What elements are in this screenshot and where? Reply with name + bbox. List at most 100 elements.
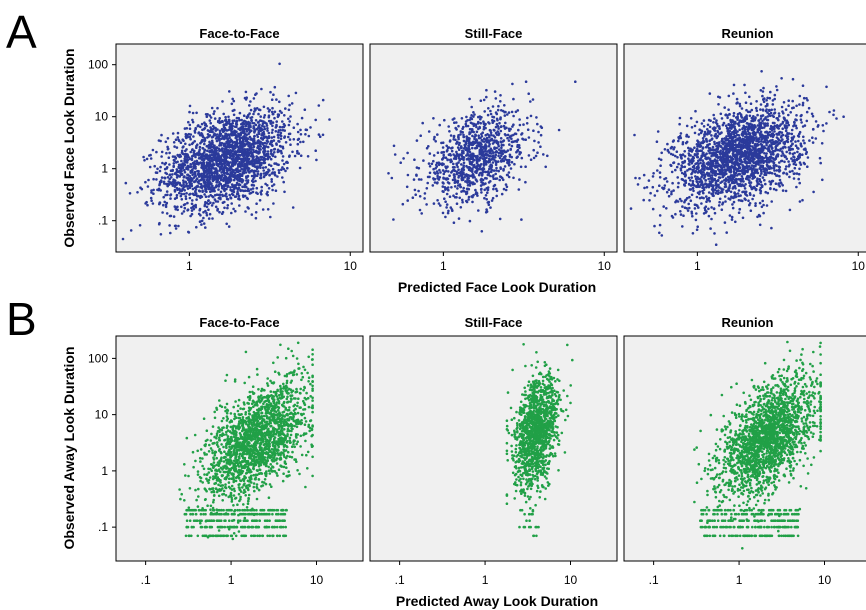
data-point xyxy=(160,133,163,137)
data-point xyxy=(252,169,256,173)
data-point xyxy=(197,131,201,134)
data-point xyxy=(629,207,633,210)
data-point xyxy=(254,142,257,145)
data-point xyxy=(259,148,262,151)
data-point xyxy=(255,133,259,137)
data-point xyxy=(728,170,731,173)
data-point xyxy=(425,203,428,206)
data-point xyxy=(522,123,525,126)
data-point xyxy=(245,96,248,99)
data-point xyxy=(257,152,260,155)
data-point xyxy=(224,142,227,146)
data-point xyxy=(255,174,259,177)
data-point xyxy=(204,113,208,116)
data-point xyxy=(488,139,491,143)
data-point xyxy=(268,142,272,146)
data-point xyxy=(163,200,166,204)
x-tick-label: 1 xyxy=(440,259,447,273)
data-point xyxy=(254,211,258,214)
data-point xyxy=(486,201,490,204)
data-point xyxy=(432,154,436,157)
data-point xyxy=(471,128,474,131)
data-point xyxy=(461,198,464,202)
data-point xyxy=(697,164,700,168)
data-point xyxy=(436,151,440,154)
data-point xyxy=(496,130,500,133)
data-point xyxy=(235,123,239,126)
data-point xyxy=(302,140,305,144)
data-point xyxy=(228,151,232,155)
data-point xyxy=(263,157,266,160)
data-point xyxy=(207,202,210,206)
data-point xyxy=(442,177,445,180)
data-point xyxy=(168,173,172,176)
data-point xyxy=(189,214,192,218)
data-point xyxy=(143,159,146,162)
data-point xyxy=(203,138,206,142)
data-point xyxy=(219,182,223,186)
data-point xyxy=(455,196,458,199)
data-point xyxy=(693,146,696,149)
data-point xyxy=(213,198,217,201)
data-point xyxy=(265,152,269,156)
data-point xyxy=(466,139,470,142)
data-point xyxy=(197,179,201,182)
data-point xyxy=(226,184,230,188)
data-point xyxy=(803,141,806,145)
data-point xyxy=(452,221,456,224)
data-point xyxy=(205,178,209,182)
data-point xyxy=(495,146,499,150)
data-point xyxy=(270,153,274,156)
data-point xyxy=(497,154,500,158)
data-point xyxy=(165,212,169,215)
data-point xyxy=(516,155,519,158)
data-point xyxy=(156,167,159,171)
data-point xyxy=(688,167,691,171)
data-point xyxy=(175,169,179,172)
data-point xyxy=(258,119,262,122)
data-point xyxy=(832,113,835,117)
data-point xyxy=(766,191,770,195)
data-point xyxy=(724,142,728,145)
data-point xyxy=(199,161,202,164)
data-point xyxy=(393,153,397,156)
data-point xyxy=(714,132,718,136)
data-point xyxy=(270,178,274,181)
data-point xyxy=(218,169,221,172)
data-point xyxy=(802,139,805,142)
data-point xyxy=(169,194,172,197)
data-point xyxy=(462,171,465,174)
data-point xyxy=(191,161,195,165)
data-point xyxy=(435,163,438,167)
data-point xyxy=(234,175,238,179)
data-point xyxy=(752,115,755,118)
data-point xyxy=(669,163,672,167)
facet-title: Reunion xyxy=(722,26,774,41)
data-point xyxy=(479,117,482,121)
data-point xyxy=(474,178,478,181)
data-point xyxy=(497,160,500,163)
data-point xyxy=(261,146,265,150)
data-point xyxy=(713,148,717,152)
data-point xyxy=(437,163,441,167)
data-point xyxy=(190,184,194,187)
data-point xyxy=(460,178,464,182)
data-point xyxy=(165,172,169,176)
data-point xyxy=(444,156,448,159)
data-point xyxy=(497,104,500,108)
data-point xyxy=(208,169,212,173)
data-point xyxy=(758,223,762,227)
data-point xyxy=(418,195,422,198)
data-point xyxy=(514,110,518,114)
data-point xyxy=(497,169,501,173)
data-point xyxy=(765,143,768,147)
data-point xyxy=(225,197,229,201)
data-point xyxy=(692,156,695,160)
data-point xyxy=(461,149,464,153)
data-point xyxy=(482,147,486,150)
data-point xyxy=(773,121,776,125)
data-point xyxy=(491,161,495,164)
data-point xyxy=(795,118,798,122)
data-points xyxy=(387,80,577,233)
data-point xyxy=(406,199,410,202)
